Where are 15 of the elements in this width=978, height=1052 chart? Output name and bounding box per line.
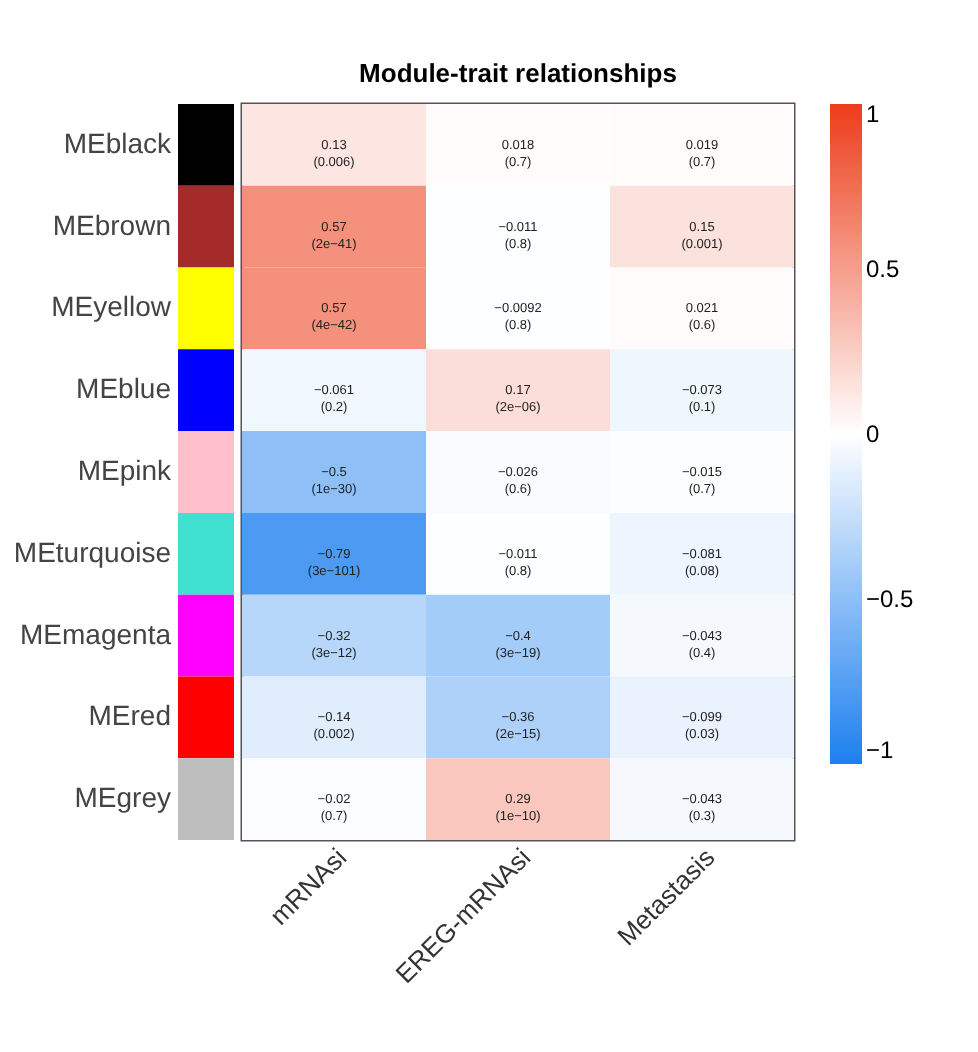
y-tick-label: MEpink [77,454,173,486]
color-bar-label: 0 [866,420,880,448]
chart-title: Module-trait relationships [359,58,677,88]
y-tick-label: MEbrown [52,208,171,241]
y-tick-label: MEyellow [51,290,173,323]
y-tick-label: MEturquoise [13,535,172,568]
color-bar-label: −1 [866,736,895,764]
color-bar-label: 1 [866,100,880,128]
y-tick-label: MEgrey [74,781,171,814]
y-tick-label: MEmagenta [20,617,172,650]
y-tick-label: MEblue [76,372,172,405]
color-bar-label: 0.5 [866,255,901,283]
color-bar-label: −0.5 [866,585,915,613]
y-tick-label: MEred [88,699,171,732]
y-tick-label: MEblack [63,126,173,159]
